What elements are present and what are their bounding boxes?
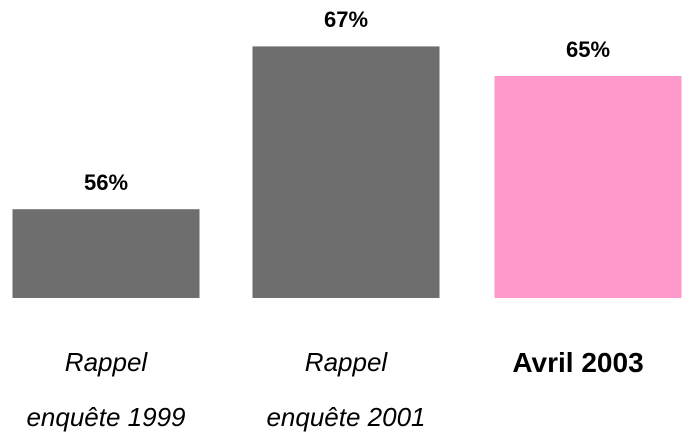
category-label: Rappel enquête 1999 — [26, 347, 186, 432]
value-label: 56% — [84, 170, 128, 195]
value-label: 65% — [566, 37, 610, 62]
bar — [494, 76, 682, 298]
bar — [12, 209, 200, 298]
category-label: Avril 2003 — [512, 347, 644, 378]
value-label: 67% — [324, 7, 368, 32]
bar — [252, 46, 440, 299]
category-label: Rappel enquête 2001 — [266, 347, 426, 432]
